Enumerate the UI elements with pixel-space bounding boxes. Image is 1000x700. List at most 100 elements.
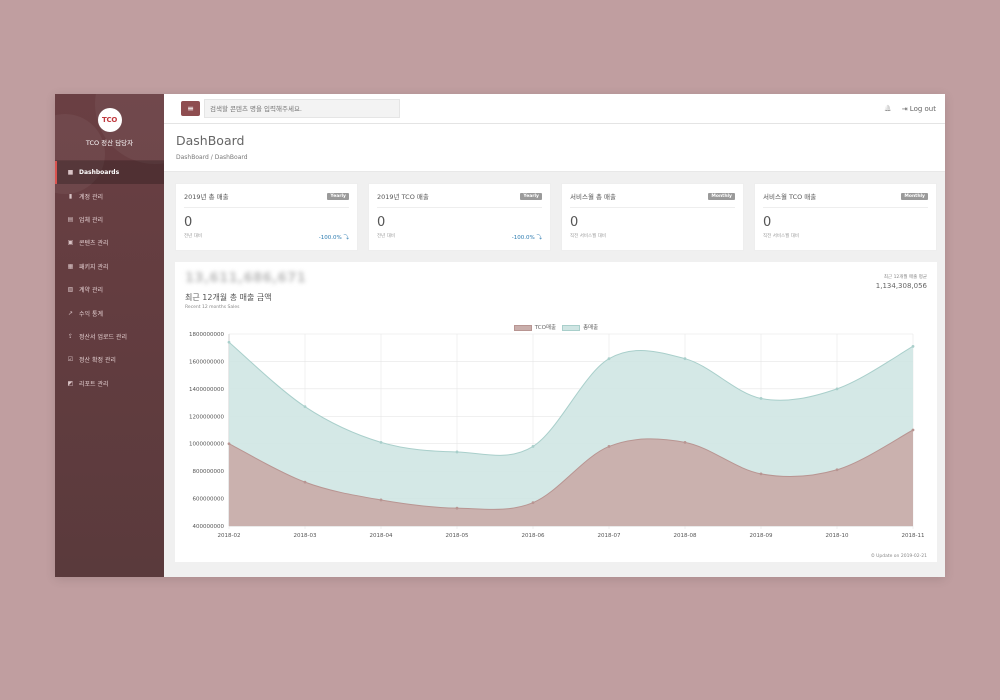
sidebar-nav: ■ Dashboards ▮ 계정 관리 ▤ 업체 관리 ▣ 콘텐츠 관리 ▦ 패키지 관리 ▧ 계약… [55, 161, 164, 395]
logout-label: Log out [909, 104, 936, 113]
data-point [911, 428, 915, 432]
card-change-percent: -100.0% ⤵ [511, 235, 542, 241]
series-line-1 [228, 341, 914, 456]
sidebar-item-4[interactable]: ▦ 패키지 관리 [55, 255, 164, 278]
sidebar-item-0[interactable]: ■ Dashboards [55, 161, 164, 185]
sidebar-item-label: 정산 확정 관리 [79, 357, 116, 365]
nav-icon: ▮ [68, 192, 73, 200]
topbar-actions: 🔔 ⇥ Log out [884, 105, 936, 113]
sidebar-item-label: 정산서 업로드 관리 [79, 333, 127, 341]
menu-toggle-button[interactable]: ≡ [181, 101, 200, 116]
series-area-0 [229, 430, 913, 526]
data-point [227, 442, 231, 446]
card-change-percent: -100.0% ⤵ [318, 235, 349, 241]
sidebar-item-6[interactable]: ↗ 수익 통계 [55, 301, 164, 324]
nav-icon: ▣ [67, 239, 74, 247]
data-point [379, 498, 383, 502]
x-tick-label: 2018-09 [750, 533, 773, 539]
sidebar-item-5[interactable]: ▧ 계약 관리 [55, 278, 164, 301]
x-tick-label: 2018-06 [522, 533, 545, 539]
card-comparison-label: 전년 대비 [377, 234, 395, 239]
x-tick-label: 2018-08 [674, 533, 697, 539]
nav-icon: ◩ [67, 379, 74, 387]
data-point [607, 357, 611, 361]
legend-item[interactable]: 총매출 [562, 323, 598, 331]
brand: TCO TCO 정산 담당자 [55, 94, 164, 161]
main-area: ≡ 🔔 ⇥ Log out DashBoard DashBoard / Dash… [164, 94, 945, 577]
breadcrumb[interactable]: DashBoard / DashBoard [176, 154, 248, 161]
sidebar-item-label: Dashboards [79, 169, 120, 177]
dashboard-content: 2019년 총 매출 Yearly 0 전년 대비 -100.0% ⤵ 2019년 TCO… [164, 172, 945, 562]
y-tick-label: 400000000 [193, 524, 225, 530]
card-title: 서비스월 총 매출 [570, 193, 616, 201]
data-point [911, 344, 915, 348]
card-header: 2019년 TCO 매출 Yearly [377, 191, 542, 208]
legend-swatch [562, 324, 581, 331]
card-title: 서비스월 TCO 매출 [763, 193, 817, 201]
search-input[interactable] [204, 99, 400, 118]
card-value: 0 [377, 215, 386, 230]
series-line-0 [228, 429, 914, 510]
data-point [835, 387, 839, 391]
card-header: 서비스월 TCO 매출 Monthly [763, 191, 928, 208]
card-value: 0 [763, 215, 772, 230]
nav-icon: ⇪ [67, 332, 74, 340]
average-value: 1,134,308,056 [875, 282, 927, 290]
stat-card: 2019년 총 매출 Yearly 0 전년 대비 -100.0% ⤵ [175, 183, 358, 251]
sidebar-item-label: 계정 관리 [79, 193, 103, 201]
sidebar-item-label: 리포트 관리 [79, 380, 109, 388]
average-label: 최근 12개월 매출 평균 [883, 275, 927, 280]
nav-icon: ▤ [67, 215, 74, 223]
nav-icon: ■ [67, 169, 74, 177]
legend-label: TCO매출 [534, 325, 557, 331]
sidebar-item-8[interactable]: ☑ 정산 확정 관리 [55, 348, 164, 371]
sidebar-item-7[interactable]: ⇪ 정산서 업로드 관리 [55, 325, 164, 348]
stat-cards: 2019년 총 매출 Yearly 0 전년 대비 -100.0% ⤵ 2019년 TCO… [175, 183, 937, 251]
chart-subtitle: Recent 12 months Sales [185, 305, 240, 310]
y-tick-label: 800000000 [193, 469, 225, 475]
page-title: DashBoard [176, 133, 245, 148]
stat-card: 2019년 TCO 매출 Yearly 0 전년 대비 -100.0% ⤵ [368, 183, 551, 251]
sidebar-item-1[interactable]: ▮ 계정 관리 [55, 184, 164, 207]
y-tick-label: 600000000 [193, 497, 225, 503]
data-point [227, 340, 231, 344]
card-value: 0 [570, 215, 579, 230]
data-point [303, 405, 307, 409]
data-point [379, 440, 383, 444]
data-point [531, 501, 535, 505]
card-title: 2019년 총 매출 [184, 193, 229, 201]
sidebar-item-3[interactable]: ▣ 콘텐츠 관리 [55, 231, 164, 254]
sidebar-item-label: 업체 관리 [79, 216, 103, 224]
card-comparison-label: 직전 서비스월 대비 [570, 234, 606, 239]
logout-icon: ⇥ [901, 104, 908, 113]
x-tick-label: 2018-10 [826, 533, 849, 539]
bell-icon[interactable]: 🔔 [884, 105, 892, 112]
y-tick-label: 1200000000 [189, 414, 224, 420]
sidebar-item-label: 계약 관리 [79, 287, 103, 295]
card-title: 2019년 TCO 매출 [377, 193, 429, 201]
legend-item[interactable]: TCO매출 [513, 323, 557, 331]
sidebar-item-2[interactable]: ▤ 업체 관리 [55, 208, 164, 231]
sidebar: TCO TCO 정산 담당자 ■ Dashboards ▮ 계정 관리 ▤ 업체 관리 ▣ 콘… [55, 94, 164, 577]
card-footer: 전년 대비 -100.0% ⤵ [377, 233, 542, 241]
data-point [835, 468, 839, 472]
logout-button[interactable]: ⇥ Log out [902, 105, 936, 113]
y-tick-label: 1600000000 [189, 359, 224, 365]
stat-card: 서비스월 총 매출 Monthly 0 직전 서비스월 대비 [561, 183, 744, 251]
card-footer: 직전 서비스월 대비 [763, 233, 928, 239]
card-value: 0 [184, 215, 193, 230]
sidebar-item-label: 수익 통계 [79, 310, 103, 318]
legend-swatch [513, 324, 532, 331]
logo[interactable]: TCO [97, 107, 122, 132]
x-tick-label: 2018-03 [294, 533, 317, 539]
sidebar-item-label: 패키지 관리 [79, 263, 109, 271]
period-badge: Yearly [520, 192, 542, 200]
card-footer: 직전 서비스월 대비 [570, 233, 735, 239]
data-point [683, 357, 687, 361]
sales-chart-panel: 13,611,686,671 최근 12개월 총 매출 금액 Recent 12… [175, 262, 937, 562]
card-header: 서비스월 총 매출 Monthly [570, 191, 735, 208]
data-point [303, 480, 307, 484]
data-point [759, 472, 763, 476]
x-tick-label: 2018-07 [598, 533, 621, 539]
sidebar-item-9[interactable]: ◩ 리포트 관리 [55, 372, 164, 395]
